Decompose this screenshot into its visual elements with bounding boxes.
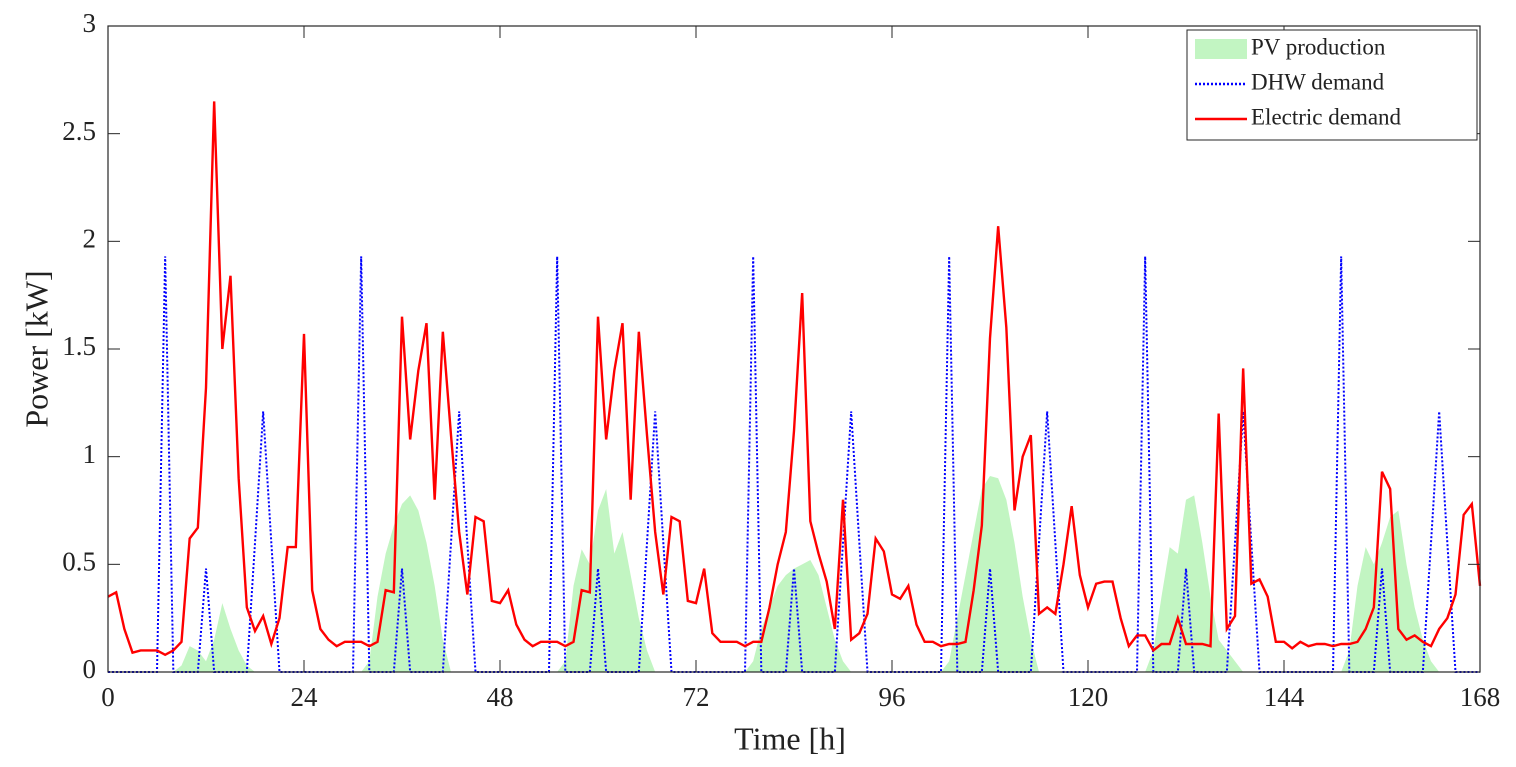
y-tick-label: 0: [83, 654, 97, 684]
x-tick-label: 96: [879, 682, 906, 712]
y-tick-label: 3: [83, 8, 97, 38]
x-tick-label: 72: [683, 682, 710, 712]
legend-label: PV production: [1251, 34, 1386, 59]
legend-swatch: [1195, 39, 1247, 59]
y-tick-label: 1.5: [62, 331, 96, 361]
x-tick-label: 24: [291, 682, 319, 712]
y-tick-label: 2.5: [62, 116, 96, 146]
legend-label: Electric demand: [1251, 104, 1402, 129]
legend: PV production DHW demand Electric demand: [1186, 29, 1478, 141]
y-tick-label: 2: [83, 224, 97, 254]
y-tick-label: 0.5: [62, 547, 96, 577]
series-line: [107, 101, 1482, 657]
x-axis-label: Time [h]: [734, 720, 846, 756]
x-tick-label: 168: [1460, 682, 1501, 712]
x-tick-label: 0: [101, 682, 115, 712]
x-tick-label: 120: [1068, 682, 1109, 712]
x-tick-label: 144: [1264, 682, 1305, 712]
x-tick-label: 48: [487, 682, 514, 712]
y-axis-label: Power [kW]: [18, 270, 54, 427]
y-tick-label: 1: [83, 439, 97, 469]
legend-label: DHW demand: [1251, 69, 1385, 94]
